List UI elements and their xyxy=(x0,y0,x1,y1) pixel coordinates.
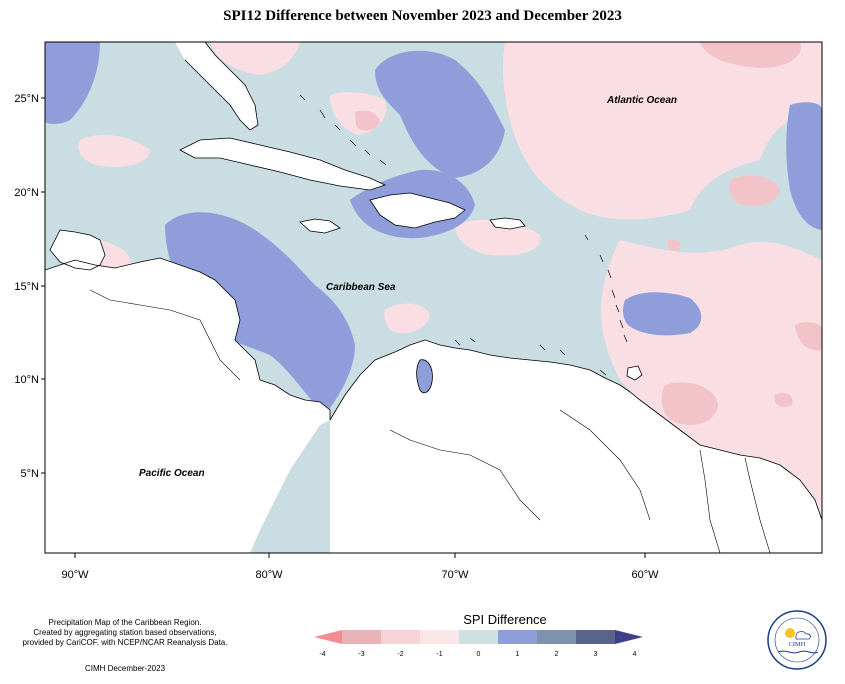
anomaly-pink-guyana xyxy=(774,393,793,407)
anomaly-light-pink-hispaniola xyxy=(455,219,541,256)
guiana-land xyxy=(640,400,822,553)
jamaica-land xyxy=(300,219,340,233)
legend-title: SPI Difference xyxy=(463,612,547,627)
lat-tick-label: 25°N xyxy=(14,93,39,105)
cuba-land xyxy=(180,138,385,190)
lat-tick-label: 10°N xyxy=(14,374,39,386)
anomaly-pink-ne-coast xyxy=(661,382,718,425)
anomaly-blue-central-caribbean xyxy=(165,212,355,415)
footer-line-2: Created by aggregating station based obs… xyxy=(33,628,217,637)
lake-maracaibo xyxy=(416,359,433,393)
logo-ring xyxy=(767,610,827,670)
legend-tick-label: 2 xyxy=(555,651,559,658)
map-title: SPI12 Difference between November 2023 a… xyxy=(223,8,622,24)
legend-tick-label: 0 xyxy=(477,651,481,658)
legend-swatch xyxy=(576,630,615,644)
legend-swatch xyxy=(537,630,576,644)
anomaly-pink-island xyxy=(667,239,681,251)
footer-credit: CIMH December-2023 xyxy=(84,664,166,673)
cloud-icon xyxy=(795,631,811,640)
footer-description: Precipitation Map of the Caribbean Regio… xyxy=(10,618,240,648)
anomaly-light-pink-caribbean xyxy=(384,303,430,334)
anomaly-light-pink-atlantic xyxy=(502,42,822,220)
legend-swatch xyxy=(459,630,498,644)
anomaly-pink-atlantic-se xyxy=(795,322,822,351)
legend-tick-label: -1 xyxy=(436,651,442,658)
central-america-land xyxy=(45,258,330,553)
anomaly-blue-northwest xyxy=(45,42,100,125)
lat-tick-label: 20°N xyxy=(14,187,39,199)
anomaly-blue-atlantic-east xyxy=(786,102,822,230)
anomaly-blue-windward xyxy=(623,292,702,336)
legend-swatch xyxy=(498,630,537,644)
hispaniola-land xyxy=(370,193,465,228)
legend-tick-label: 3 xyxy=(594,651,598,658)
legend-tick-label: -4 xyxy=(319,651,325,658)
lon-tick-label: 60°W xyxy=(631,569,659,581)
anomaly-pink-atlantic-e xyxy=(729,175,780,207)
legend-tick-label: 1 xyxy=(516,651,520,658)
anomaly-light-pink-gulf xyxy=(78,134,150,167)
legend-tick-label: -3 xyxy=(358,651,364,658)
lon-tick-label: 90°W xyxy=(61,569,89,581)
legend-swatch xyxy=(342,630,381,644)
logo-inner-ring xyxy=(774,617,820,663)
trinidad-land xyxy=(627,366,642,380)
sun-icon xyxy=(785,628,795,638)
puerto-rico-land xyxy=(490,218,525,229)
wave-icon xyxy=(777,650,819,654)
lon-tick-label: 80°W xyxy=(255,569,283,581)
label-atlantic-ocean: Atlantic Ocean xyxy=(606,95,677,106)
cimh-logo: CIMH xyxy=(767,610,827,670)
map-field xyxy=(45,42,822,553)
anomaly-blue-bahamas xyxy=(375,50,505,179)
lat-tick-label: 15°N xyxy=(14,281,39,293)
footer-line-3: provided by CariCOF, with NCEP/NCAR Rean… xyxy=(22,638,228,647)
yucatan-land xyxy=(50,230,105,270)
lon-tick-label: 70°W xyxy=(441,569,469,581)
anomaly-light-pink-yucatan xyxy=(95,240,131,272)
legend-swatch xyxy=(420,630,459,644)
anomaly-light-pink-florida xyxy=(210,42,300,75)
coastlines xyxy=(45,42,822,553)
legend-arrow-high xyxy=(615,630,643,644)
florida-land xyxy=(175,42,258,130)
legend-swatch xyxy=(381,630,420,644)
map-frame xyxy=(44,41,823,554)
logo-text: CIMH xyxy=(789,641,806,648)
south-america-land xyxy=(330,340,672,553)
lat-tick-label: 5°N xyxy=(21,468,40,480)
label-caribbean-sea: Caribbean Sea xyxy=(326,282,396,293)
legend-arrow-low xyxy=(314,630,342,644)
legend-tick-label: 4 xyxy=(633,651,637,658)
legend-tick-label: -2 xyxy=(397,651,403,658)
color-legend: -4 -3 -2 -1 0 1 2 3 4 xyxy=(314,630,643,658)
label-pacific-ocean: Pacific Ocean xyxy=(139,468,205,479)
axis-ticks: 25°N 20°N 15°N 10°N 5°N 90°W 80°W 70°W 60°W xyxy=(14,93,659,581)
footer-line-1: Precipitation Map of the Caribbean Regio… xyxy=(48,618,202,627)
anomaly-pink-puerto xyxy=(355,110,380,131)
anomaly-pink-atlantic-ne xyxy=(700,42,801,68)
